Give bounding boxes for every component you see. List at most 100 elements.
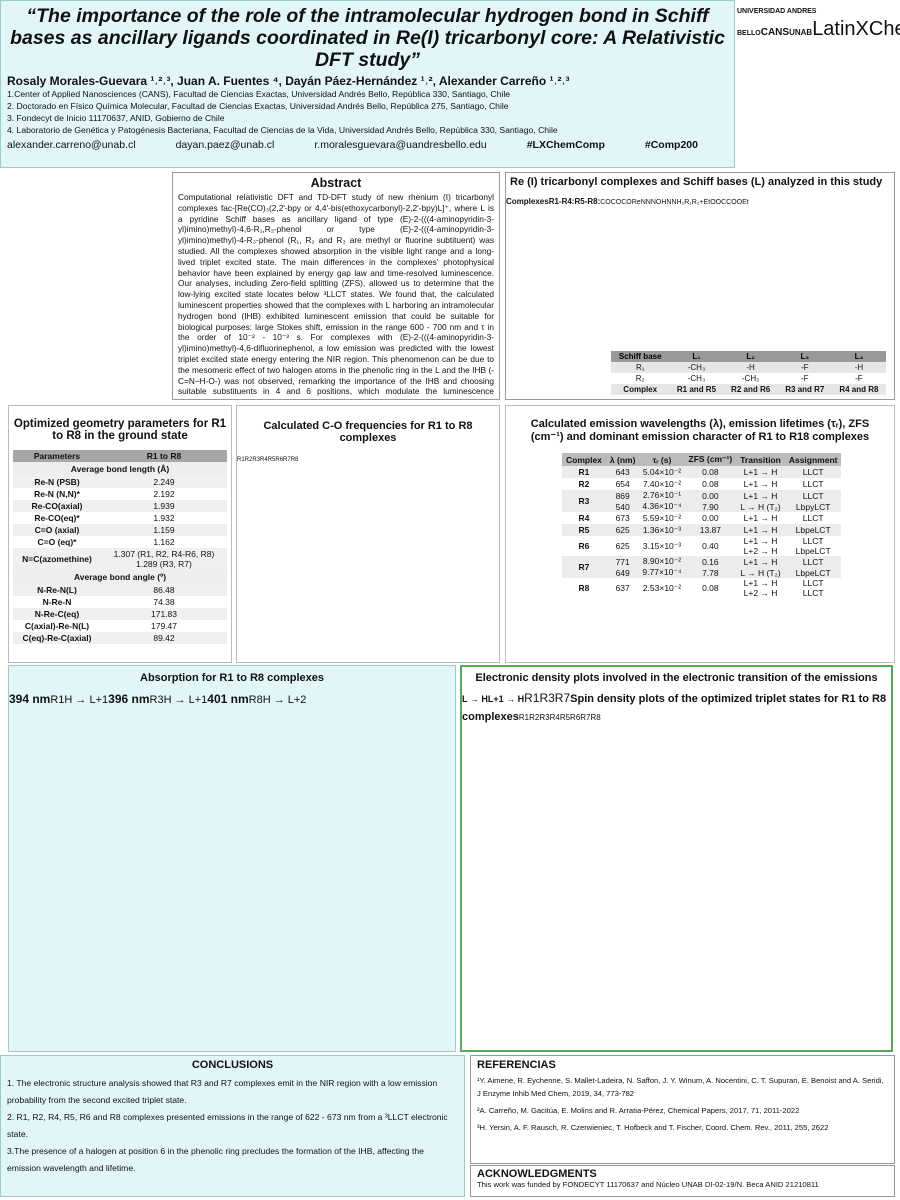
logo-text: UNAB	[789, 28, 813, 37]
structure-label: R1-R4:	[548, 197, 575, 206]
header-cell: L₃	[800, 352, 810, 361]
table-row: Re-N (PSB) 2.249	[13, 476, 227, 488]
transition-label: H → L+1	[163, 694, 208, 706]
value-line: 1.162	[153, 537, 175, 547]
complex-label: R5	[559, 713, 571, 722]
table-row: R7 771 8.90×10⁻² 0.16 L+1 → H LLCT	[562, 556, 842, 572]
complex: R5	[578, 525, 590, 535]
assignment: LLCT	[802, 513, 824, 523]
value: 0.16	[702, 556, 719, 567]
group-heading: Average bond length (Å)	[70, 464, 170, 474]
wavelength: 401 nm	[207, 692, 249, 706]
value-line: 86.48	[153, 585, 175, 595]
parameter: Re-N (PSB)	[34, 477, 80, 487]
structure-label: N	[666, 199, 672, 206]
parameter: C=O (axial)	[34, 525, 80, 535]
table-row: 540 4.36×10⁻⁴ 7.90 L → H (T₂) LbpyLCT	[562, 501, 842, 512]
value: 2.192	[101, 488, 227, 500]
frequency-panel: Calculated C-O frequencies for R1 to R8 …	[236, 405, 500, 663]
value: 5.59×10⁻²	[642, 512, 682, 523]
complex-label: R1	[518, 713, 530, 722]
value-line: 171.83	[150, 609, 177, 619]
section-title: Optimized geometry parameters for R1 to …	[13, 418, 227, 442]
table-row: N-Re-N(L) 86.48	[13, 584, 227, 596]
header-cell: L₂	[746, 352, 755, 361]
email: alexander.carreno@unab.cl	[7, 139, 136, 151]
table-row: R6 625 3.15×10⁻³ 0.40 L+1 → H LLCT	[562, 536, 842, 551]
table-row: R₂ -CH₃ -CH₃ -F -F	[611, 373, 886, 384]
reference: ²A. Carreño, M. Gacitúa, E. Molins and R…	[477, 1106, 800, 1115]
structure-label: CO	[600, 199, 611, 206]
value: 1.307 (R1, R2, R4-R6, R8) 1.289 (R3, R7)	[101, 548, 227, 570]
figure: UNIVERSIDAD ANDRES BELLOCANSUNABLatinXCh…	[737, 0, 900, 40]
figure: R1R2R3R4R5R6R7R8	[237, 448, 298, 465]
complex: R2	[578, 479, 590, 489]
wavelength: 396 nm	[108, 692, 150, 706]
group-heading: Average bond angle (º)	[73, 572, 167, 582]
value: 179.47	[101, 620, 227, 632]
reference: ¹Y. Aimene, R. Eychenne, S. Mallet-Ladei…	[477, 1076, 884, 1098]
emission-table: Complex λ (nm) τᵣ (s) ZFS (cm⁻¹) Transition A…	[562, 453, 842, 598]
table-cell: -CH₃	[687, 374, 706, 383]
value: 0.40	[702, 541, 719, 551]
header-cell: Transition	[740, 454, 781, 465]
parameter: N-Re-C(eq)	[34, 609, 80, 619]
transition: L+1 → H	[743, 556, 778, 567]
structure-label: COOEt	[726, 199, 749, 206]
value-line: 89.42	[153, 633, 175, 643]
table-row: R2 654 7.40×10⁻² 0.08 L+1 → H LLCT	[562, 478, 842, 490]
value-line: 1.932	[153, 513, 175, 523]
wavelength: 394 nm	[9, 692, 51, 706]
structure-label: N	[650, 199, 656, 206]
parameter: N-Re-N	[42, 597, 72, 607]
logo-text: UNIVERSIDAD ANDRES BELLO	[737, 8, 817, 37]
complex-label: R7	[554, 691, 571, 705]
header: “The importance of the role of the intra…	[0, 0, 735, 168]
table-cell: R₂	[635, 374, 645, 383]
structure-label: NH₂	[671, 199, 685, 206]
complex: R4	[578, 513, 590, 523]
header-cell: ZFS (cm⁻¹)	[688, 454, 733, 464]
assignment: LbpeLCT	[795, 567, 831, 578]
parameter: Re-CO(axial)	[31, 501, 83, 511]
table-row: R3 869 2.76×10⁻¹ 0.00 L+1 → H LLCT	[562, 490, 842, 506]
transition-label: H → L+2	[262, 694, 307, 706]
affiliation: 2. Doctorado en Físico Química Molecular…	[7, 101, 509, 111]
value: 0.08	[702, 479, 719, 489]
transition: L+1 → H	[743, 479, 778, 489]
complex: R6	[578, 541, 590, 551]
value: 13.87	[699, 525, 721, 535]
assignment: LLCT	[802, 588, 824, 598]
absorption-panel: Absorption for R1 to R8 complexes 394 nmR…	[8, 665, 456, 1052]
table-row: N-Re-N 74.38	[13, 596, 227, 608]
parameter: Re-N (N,N)*	[34, 489, 80, 499]
header-cell: L₄	[854, 352, 864, 361]
table-cell: -H	[746, 363, 755, 372]
value: 9.77×10⁻⁴	[642, 567, 682, 577]
table-row: Complex R1 and R5 R2 and R6 R3 and R7 R4 and…	[611, 384, 886, 395]
table-row: Re-CO(axial) 1.939	[13, 500, 227, 512]
table-row: N=C(azomethine) 1.307 (R1, R2, R4-R6, R8)…	[13, 548, 227, 570]
value: 89.42	[101, 632, 227, 644]
table-cell: -F	[855, 374, 863, 383]
section-title: CONCLUSIONS	[191, 1059, 274, 1071]
figure: L → HL+1 → HR1R3R7Spin density plots of …	[462, 689, 886, 724]
conclusions-panel: CONCLUSIONS 1. The electronic structure a…	[0, 1055, 465, 1197]
section-title: Absorption for R1 to R8 complexes	[140, 672, 324, 684]
table-cell: -CH₃	[741, 374, 760, 383]
email: r.moralesguevara@uandresbello.edu	[314, 139, 487, 151]
parameter: N-Re-N(L)	[37, 585, 77, 595]
value: 2.53×10⁻²	[642, 582, 682, 593]
abstract-text: Computational relativistic DFT and TD-DF…	[178, 192, 494, 399]
value: 1.159	[101, 524, 227, 536]
contacts: alexander.carreno@unab.cl dayan.paez@unab…	[7, 139, 728, 151]
value-line: 2.192	[153, 489, 175, 499]
spectrum-label: R5	[267, 457, 276, 463]
affiliation: 1.Center of Applied Nanosciences (CANS),…	[7, 89, 511, 99]
transition: L → H (T₂)	[740, 501, 781, 512]
value-line: 74.38	[153, 597, 175, 607]
transition: L+1 → H	[743, 467, 778, 477]
value-line: 179.47	[150, 621, 177, 631]
logo-text: LatinXChem	[812, 18, 900, 40]
section-title: REFERENCIAS	[477, 1059, 556, 1071]
